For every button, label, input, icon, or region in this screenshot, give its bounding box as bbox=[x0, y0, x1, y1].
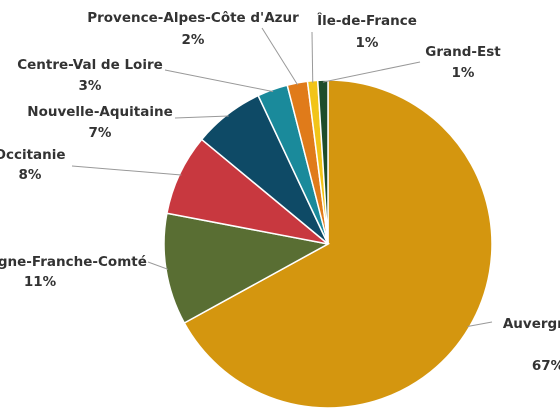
leader-line bbox=[467, 321, 493, 327]
slice-label: Provence-Alpes-Côte d'Azur bbox=[87, 10, 299, 26]
leader-line bbox=[174, 115, 229, 119]
leader-line bbox=[311, 31, 314, 83]
slice-value: 11% bbox=[24, 274, 57, 290]
slice-value: 7% bbox=[89, 125, 112, 141]
pie-slice bbox=[163, 212, 331, 325]
slice-label: Centre-Val de Loire bbox=[17, 57, 163, 73]
slice-label: Auvergne-Rhône-Alpes bbox=[503, 316, 560, 332]
leader-line bbox=[261, 27, 299, 86]
slice-value: 2% bbox=[182, 32, 205, 48]
slice-value: 1% bbox=[356, 35, 379, 51]
pie-slice bbox=[183, 79, 493, 409]
leader-line bbox=[71, 165, 182, 176]
slice-value: 3% bbox=[79, 78, 102, 94]
pie-slice bbox=[316, 79, 329, 245]
leader-line bbox=[147, 261, 169, 270]
leader-line bbox=[164, 69, 274, 93]
slice-label: Grand-Est bbox=[425, 44, 501, 60]
slice-label: Occitanie bbox=[0, 147, 66, 163]
slice-label: Bourgogne-Franche-Comté bbox=[0, 254, 147, 270]
leader-line bbox=[322, 61, 421, 83]
slice-value: 1% bbox=[452, 65, 475, 81]
slice-label: Nouvelle-Aquitaine bbox=[27, 104, 172, 120]
slice-value: 67% bbox=[532, 358, 560, 374]
slice-label: Île-de-France bbox=[317, 12, 417, 29]
slice-value: 8% bbox=[19, 167, 42, 183]
